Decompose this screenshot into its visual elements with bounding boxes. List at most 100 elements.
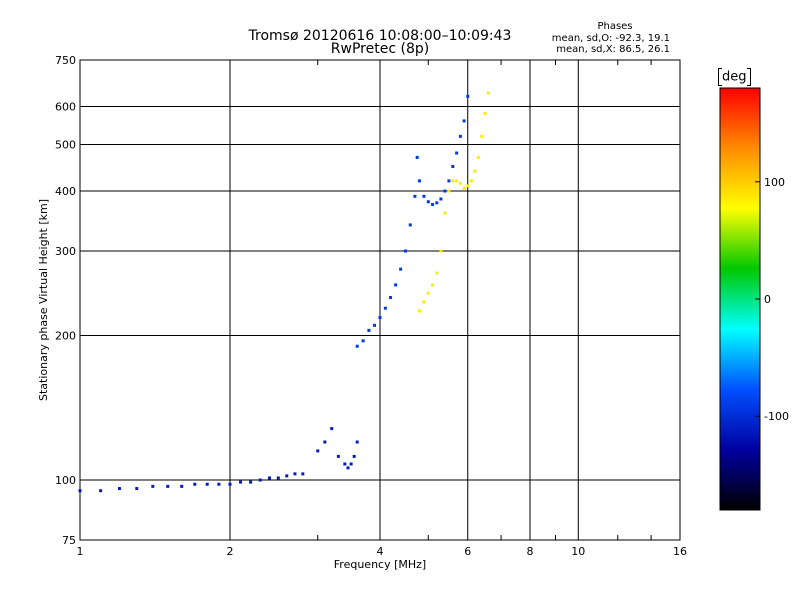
data-point xyxy=(413,194,417,198)
data-point xyxy=(462,186,466,190)
data-point xyxy=(267,476,271,480)
y-tick-label: 300 xyxy=(55,245,76,258)
x-tick-label: 4 xyxy=(377,545,384,558)
data-point xyxy=(180,484,184,488)
data-point xyxy=(117,487,121,491)
data-point xyxy=(352,454,356,458)
phases-stats-title: Phases xyxy=(597,21,633,32)
x-tick-label: 10 xyxy=(571,545,585,558)
data-point xyxy=(293,472,297,476)
data-point xyxy=(476,155,480,159)
data-point xyxy=(431,202,435,206)
data-point xyxy=(285,474,289,478)
y-tick-label: 75 xyxy=(62,534,76,547)
data-point xyxy=(316,449,320,453)
colorbar-tick-label: -100 xyxy=(764,410,789,423)
data-point xyxy=(151,484,155,488)
data-point xyxy=(431,283,435,287)
data-point xyxy=(239,480,243,484)
data-point xyxy=(447,179,451,183)
data-point xyxy=(422,300,426,304)
data-point xyxy=(394,283,398,287)
y-tick-label: 200 xyxy=(55,330,76,343)
data-point xyxy=(373,323,377,327)
data-point xyxy=(361,339,365,343)
data-point xyxy=(462,119,466,123)
data-point xyxy=(166,484,170,488)
colorbar xyxy=(719,87,761,511)
data-point xyxy=(422,194,426,198)
y-tick-label: 400 xyxy=(55,185,76,198)
data-point xyxy=(469,179,473,183)
data-point xyxy=(443,211,447,215)
x-tick-label: 8 xyxy=(527,545,534,558)
phases-stats-x: mean, sd,X: 86.5, 26.1 xyxy=(556,44,670,55)
data-point xyxy=(403,249,407,253)
data-point xyxy=(458,134,462,138)
chart-title: Tromsø 20120616 10:08:00–10:09:43 xyxy=(248,28,512,44)
data-point xyxy=(346,466,350,470)
data-point xyxy=(466,94,470,98)
data-point xyxy=(451,179,455,183)
data-point xyxy=(343,462,347,466)
colorbar-tick-label: 0 xyxy=(764,293,771,306)
data-point xyxy=(389,296,393,300)
data-point xyxy=(99,489,103,493)
data-point xyxy=(205,482,209,486)
colorbar-unit: deg xyxy=(718,68,751,86)
data-point xyxy=(399,267,403,271)
y-tick-label: 750 xyxy=(55,54,76,67)
data-point xyxy=(483,112,487,116)
data-point xyxy=(323,440,327,444)
data-point xyxy=(486,91,490,95)
data-point xyxy=(228,482,232,486)
data-point xyxy=(451,164,455,168)
data-point xyxy=(135,487,139,491)
data-point xyxy=(458,181,462,185)
y-axis-title: Stationary phase Virtual Height [km] xyxy=(37,199,50,401)
data-point xyxy=(383,306,387,310)
data-point xyxy=(447,189,451,193)
data-point xyxy=(455,179,459,183)
data-point xyxy=(330,427,334,431)
chart-subtitle: RwPretec (8p) xyxy=(330,41,430,57)
data-point xyxy=(408,223,412,227)
y-tick-label: 100 xyxy=(55,474,76,487)
data-point xyxy=(473,169,477,173)
data-point xyxy=(435,201,439,205)
colorbar-unit-label: deg xyxy=(722,69,747,85)
x-tick-label: 16 xyxy=(673,545,687,558)
data-point xyxy=(349,462,353,466)
data-point xyxy=(466,184,470,188)
x-tick-label: 1 xyxy=(77,545,84,558)
data-point xyxy=(355,440,359,444)
x-tick-label: 6 xyxy=(464,545,471,558)
data-point xyxy=(435,271,439,275)
data-point xyxy=(417,179,421,183)
data-point xyxy=(301,472,305,476)
data-point xyxy=(249,480,253,484)
data-point xyxy=(439,249,443,253)
data-point xyxy=(417,309,421,313)
data-point xyxy=(426,200,430,204)
data-point xyxy=(439,197,443,201)
data-point xyxy=(455,151,459,155)
data-point xyxy=(480,134,484,138)
data-point xyxy=(258,478,262,482)
data-point xyxy=(378,316,382,320)
y-tick-label: 500 xyxy=(55,139,76,152)
x-axis-title: Frequency [MHz] xyxy=(334,558,426,571)
data-point xyxy=(193,482,197,486)
data-point xyxy=(78,489,82,493)
data-point xyxy=(367,328,371,332)
phases-stats-o: mean, sd,O: -92.3, 19.1 xyxy=(551,33,670,44)
data-point xyxy=(336,454,340,458)
data-point xyxy=(426,291,430,295)
data-point xyxy=(443,189,447,193)
data-point xyxy=(355,344,359,348)
data-point xyxy=(217,482,221,486)
x-tick-label: 2 xyxy=(227,545,234,558)
data-point xyxy=(415,155,419,159)
data-point xyxy=(276,476,280,480)
